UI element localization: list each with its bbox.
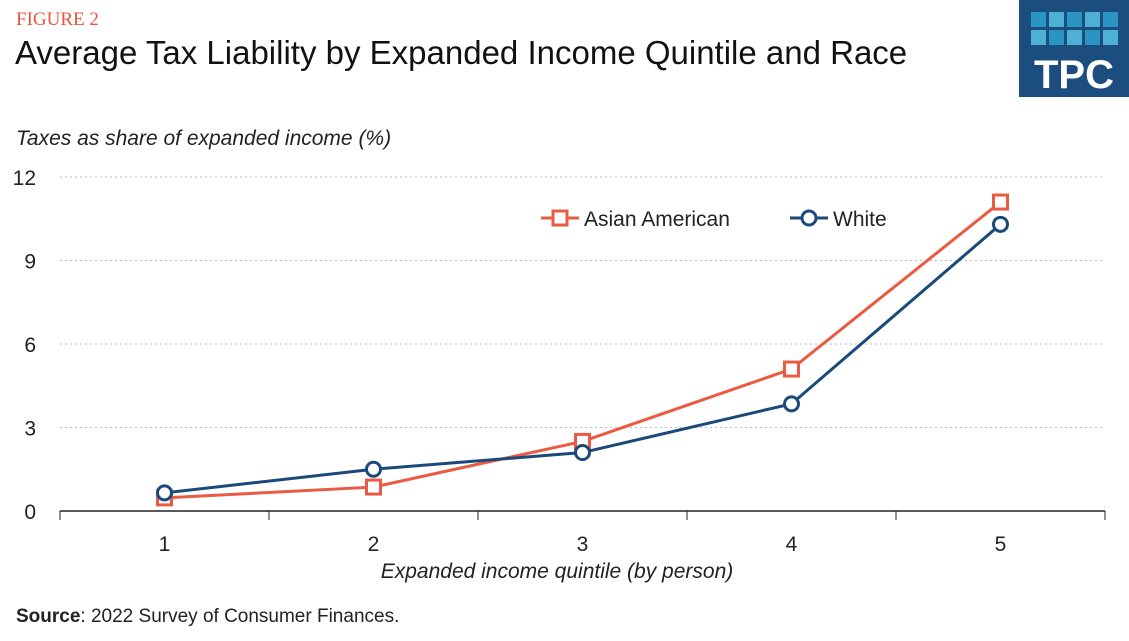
chart-title: Average Tax Liability by Expanded Income… — [15, 34, 908, 71]
y-axis-label: Taxes as share of expanded income (%) — [16, 127, 392, 150]
x-tick-label: 1 — [159, 533, 171, 556]
logo-square — [1031, 30, 1046, 45]
data-point-white — [365, 460, 382, 478]
y-tick-label: 3 — [24, 418, 36, 441]
legend-marker-white — [800, 209, 818, 227]
source-label: Source — [16, 606, 81, 627]
source-note: Source: 2022 Survey of Consumer Finances… — [16, 606, 399, 628]
logo-square — [1067, 30, 1082, 45]
x-tick-label: 5 — [995, 533, 1007, 556]
data-point-white — [992, 215, 1009, 233]
legend-marker-asian-american — [551, 209, 569, 227]
x-tick-label: 2 — [368, 533, 380, 556]
x-tick-label: 4 — [786, 533, 798, 556]
data-point-white — [574, 444, 591, 462]
logo-square — [1103, 12, 1118, 27]
logo-square — [1103, 30, 1118, 45]
data-point-white — [156, 484, 173, 502]
tpc-logo-graphic: TPC — [1031, 12, 1118, 97]
figure-label: FIGURE 2 — [16, 9, 99, 30]
logo-square — [1067, 12, 1082, 27]
logo-square — [1085, 30, 1100, 45]
data-point-asian-american — [783, 360, 800, 378]
y-tick-label: 0 — [24, 501, 36, 524]
y-tick-label: 6 — [24, 334, 36, 357]
x-tick-label: 3 — [577, 533, 589, 556]
legend-label-white: White — [833, 208, 887, 231]
data-point-asian-american — [992, 193, 1009, 211]
logo-square — [1085, 12, 1100, 27]
logo-square — [1049, 30, 1064, 45]
y-tick-label: 12 — [13, 167, 36, 190]
data-point-white — [783, 395, 800, 413]
logo-square — [1031, 12, 1046, 27]
logo-square — [1049, 12, 1064, 27]
x-axis-label: Expanded income quintile (by person) — [381, 560, 734, 583]
logo-text: TPC — [1034, 53, 1114, 97]
y-tick-label: 9 — [24, 251, 36, 274]
source-text: : 2022 Survey of Consumer Finances. — [80, 606, 400, 627]
legend-label-asian-american: Asian American — [584, 208, 730, 231]
data-point-asian-american — [365, 478, 382, 496]
tpc-logo: TPC — [1019, 0, 1129, 97]
